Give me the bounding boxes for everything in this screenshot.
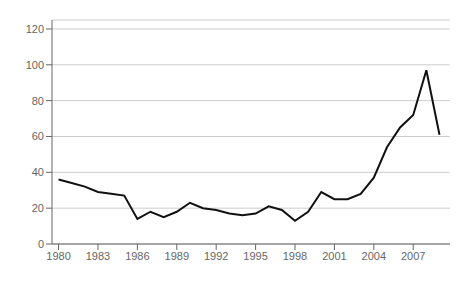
svg-text:1986: 1986 — [125, 250, 149, 262]
svg-text:1998: 1998 — [283, 250, 307, 262]
svg-text:80: 80 — [32, 95, 44, 107]
svg-text:120: 120 — [26, 23, 44, 35]
svg-text:1989: 1989 — [165, 250, 189, 262]
svg-text:2001: 2001 — [322, 250, 346, 262]
svg-text:1980: 1980 — [46, 250, 70, 262]
svg-text:60: 60 — [32, 130, 44, 142]
svg-text:1995: 1995 — [243, 250, 267, 262]
svg-text:1983: 1983 — [86, 250, 110, 262]
svg-text:2004: 2004 — [362, 250, 386, 262]
svg-text:20: 20 — [32, 202, 44, 214]
svg-text:0: 0 — [38, 238, 44, 250]
svg-text:40: 40 — [32, 166, 44, 178]
svg-text:100: 100 — [26, 59, 44, 71]
svg-text:2007: 2007 — [401, 250, 425, 262]
svg-text:1992: 1992 — [204, 250, 228, 262]
